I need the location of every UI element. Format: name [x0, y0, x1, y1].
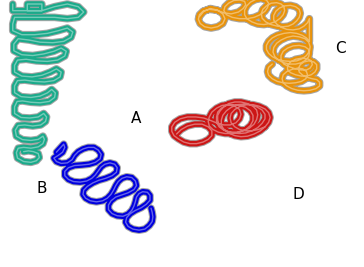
Text: D: D — [293, 187, 304, 202]
Text: C: C — [335, 41, 346, 56]
Text: A: A — [131, 111, 142, 126]
Text: B: B — [37, 181, 47, 196]
